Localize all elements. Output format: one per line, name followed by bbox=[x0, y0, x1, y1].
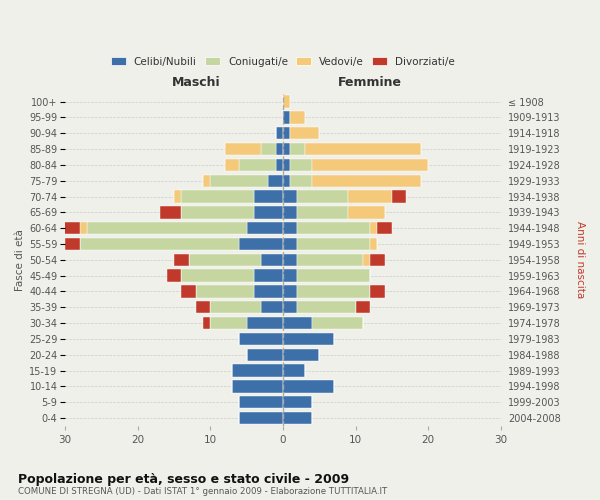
Bar bbox=[298, 206, 348, 218]
Bar bbox=[312, 158, 428, 171]
Bar bbox=[283, 412, 312, 424]
Bar bbox=[363, 254, 370, 266]
Bar bbox=[283, 380, 334, 392]
Bar bbox=[174, 254, 188, 266]
Bar bbox=[268, 174, 283, 187]
Bar bbox=[283, 238, 298, 250]
Bar bbox=[80, 222, 87, 234]
Bar bbox=[283, 112, 290, 124]
Bar bbox=[298, 286, 370, 298]
Legend: Celibi/Nubili, Coniugati/e, Vedovi/e, Divorziati/e: Celibi/Nubili, Coniugati/e, Vedovi/e, Di… bbox=[107, 52, 459, 70]
Bar bbox=[312, 174, 421, 187]
Bar bbox=[80, 238, 239, 250]
Text: Maschi: Maschi bbox=[172, 76, 220, 89]
Y-axis label: Anni di nascita: Anni di nascita bbox=[575, 221, 585, 298]
Bar bbox=[348, 190, 392, 202]
Bar bbox=[181, 270, 254, 282]
Bar bbox=[392, 190, 406, 202]
Bar bbox=[239, 396, 283, 408]
Bar bbox=[305, 143, 421, 155]
Bar bbox=[239, 158, 275, 171]
Bar bbox=[283, 222, 298, 234]
Bar bbox=[203, 317, 211, 330]
Bar bbox=[283, 254, 298, 266]
Bar bbox=[247, 348, 283, 361]
Bar bbox=[247, 222, 283, 234]
Bar bbox=[65, 238, 80, 250]
Bar bbox=[283, 348, 319, 361]
Bar bbox=[232, 380, 283, 392]
Bar bbox=[232, 364, 283, 377]
Bar bbox=[290, 112, 305, 124]
Bar bbox=[290, 174, 312, 187]
Bar bbox=[298, 238, 370, 250]
Bar bbox=[283, 174, 290, 187]
Bar bbox=[283, 301, 298, 314]
Bar bbox=[290, 127, 319, 140]
Bar bbox=[225, 143, 261, 155]
Bar bbox=[254, 206, 283, 218]
Bar bbox=[370, 238, 377, 250]
Bar bbox=[181, 206, 254, 218]
Bar bbox=[254, 190, 283, 202]
Bar bbox=[290, 143, 305, 155]
Bar bbox=[283, 127, 290, 140]
Text: Femmine: Femmine bbox=[338, 76, 402, 89]
Bar bbox=[283, 96, 290, 108]
Bar bbox=[261, 301, 283, 314]
Bar bbox=[160, 206, 181, 218]
Bar bbox=[275, 143, 283, 155]
Bar bbox=[298, 254, 363, 266]
Bar bbox=[283, 158, 290, 171]
Bar bbox=[298, 301, 356, 314]
Bar bbox=[283, 364, 305, 377]
Bar bbox=[370, 286, 385, 298]
Y-axis label: Fasce di età: Fasce di età bbox=[15, 229, 25, 291]
Bar bbox=[298, 222, 370, 234]
Bar bbox=[211, 301, 261, 314]
Bar bbox=[370, 222, 377, 234]
Bar bbox=[348, 206, 385, 218]
Bar bbox=[283, 317, 312, 330]
Bar bbox=[356, 301, 370, 314]
Bar bbox=[370, 254, 385, 266]
Bar bbox=[254, 286, 283, 298]
Bar bbox=[377, 222, 392, 234]
Bar bbox=[167, 270, 181, 282]
Bar bbox=[283, 143, 290, 155]
Bar bbox=[283, 270, 298, 282]
Bar bbox=[225, 158, 239, 171]
Bar bbox=[298, 190, 348, 202]
Bar bbox=[275, 127, 283, 140]
Bar bbox=[174, 190, 181, 202]
Bar bbox=[211, 174, 268, 187]
Bar bbox=[290, 158, 312, 171]
Bar bbox=[261, 254, 283, 266]
Bar bbox=[196, 301, 211, 314]
Bar bbox=[283, 190, 298, 202]
Bar bbox=[239, 333, 283, 345]
Bar bbox=[261, 143, 275, 155]
Bar bbox=[211, 317, 247, 330]
Bar bbox=[254, 270, 283, 282]
Bar bbox=[181, 286, 196, 298]
Bar bbox=[181, 190, 254, 202]
Bar bbox=[196, 286, 254, 298]
Bar bbox=[275, 158, 283, 171]
Bar bbox=[283, 396, 312, 408]
Bar bbox=[283, 206, 298, 218]
Bar bbox=[247, 317, 283, 330]
Bar bbox=[298, 270, 370, 282]
Bar bbox=[283, 333, 334, 345]
Bar bbox=[58, 222, 80, 234]
Bar bbox=[283, 286, 298, 298]
Bar bbox=[188, 254, 261, 266]
Text: Popolazione per età, sesso e stato civile - 2009: Popolazione per età, sesso e stato civil… bbox=[18, 472, 349, 486]
Text: COMUNE DI STREGNA (UD) - Dati ISTAT 1° gennaio 2009 - Elaborazione TUTTITALIA.IT: COMUNE DI STREGNA (UD) - Dati ISTAT 1° g… bbox=[18, 488, 387, 496]
Bar bbox=[312, 317, 363, 330]
Bar bbox=[239, 412, 283, 424]
Bar bbox=[87, 222, 247, 234]
Bar bbox=[239, 238, 283, 250]
Bar bbox=[203, 174, 211, 187]
